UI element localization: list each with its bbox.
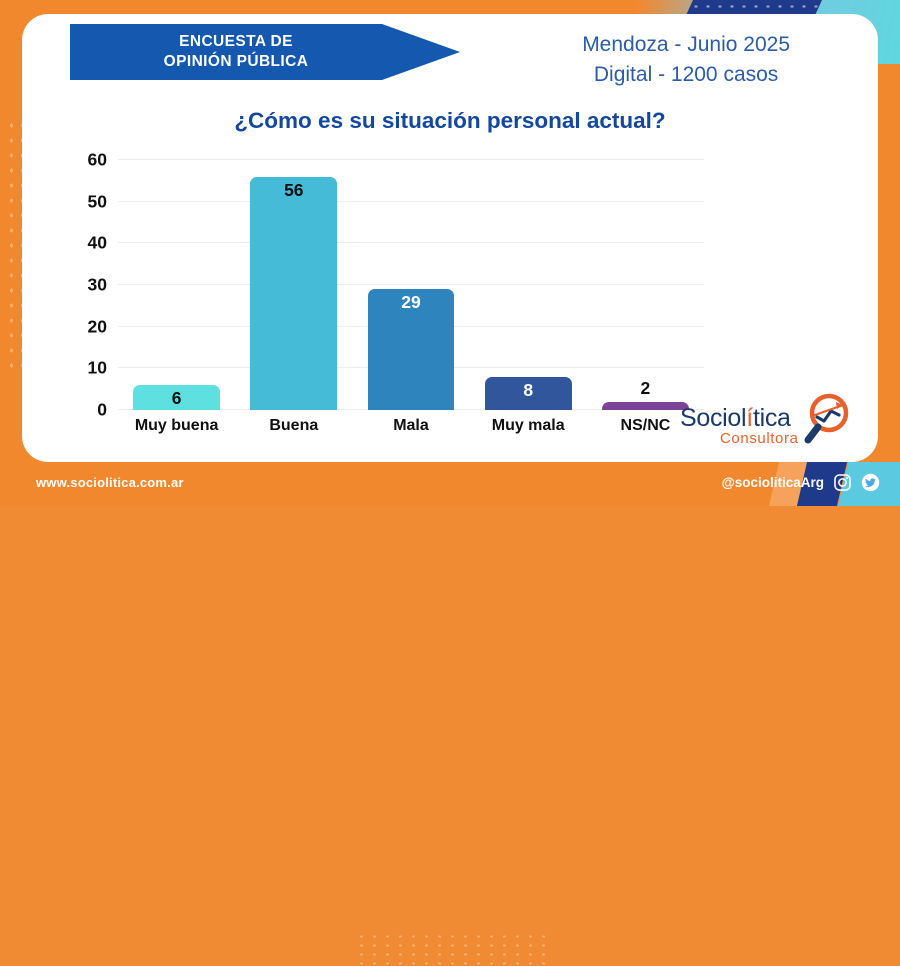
footer-bar: www.sociolitica.com.ar @socioliticaArg xyxy=(0,462,900,966)
logo-name-accent: í xyxy=(746,404,753,432)
bar-group: 29 Mala xyxy=(352,160,469,434)
x-axis-tick-label: Mala xyxy=(393,417,429,434)
bar-value-label: 29 xyxy=(401,292,421,313)
banner-line-2: OPINIÓN PÚBLICA xyxy=(163,53,309,70)
y-axis-tick-label: 60 xyxy=(87,149,107,170)
bar-series: 6 Muy buena 56 Buena 29 Mala 8 Muy mala 2 NS/NC xyxy=(118,160,704,434)
gridline xyxy=(118,200,704,202)
y-axis-tick-label: 10 xyxy=(87,357,107,378)
bar-group: 8 Muy mala xyxy=(470,160,587,434)
instagram-icon[interactable] xyxy=(833,473,852,492)
survey-location-date: Mendoza - Junio 2025 xyxy=(582,33,790,56)
y-axis-tick-label: 50 xyxy=(87,191,107,212)
magnifier-chart-icon xyxy=(804,393,849,444)
twitter-icon[interactable] xyxy=(861,473,880,492)
chart-title: ¿Cómo es su situación personal actual? xyxy=(234,108,666,133)
footer-social-group: @socioliticaArg xyxy=(722,473,880,492)
x-axis-tick-label: Buena xyxy=(269,417,319,434)
footer-website-url[interactable]: www.sociolitica.com.ar xyxy=(36,475,184,490)
bar[interactable]: 56 xyxy=(250,176,338,410)
y-axis-tick-label: 20 xyxy=(87,316,107,337)
bar-group: 56 Buena xyxy=(235,160,352,434)
bar[interactable]: 2 xyxy=(602,379,689,410)
logo-name-part1: Sociol xyxy=(680,404,747,432)
bar[interactable]: 29 xyxy=(367,289,455,410)
y-axis-tick-label: 0 xyxy=(97,399,107,420)
survey-meta: Mendoza - Junio 2025 Digital - 1200 caso… xyxy=(582,30,790,90)
dot-pattern-footer xyxy=(355,932,545,966)
x-axis-tick-label: NS/NC xyxy=(620,417,671,434)
bar-value-label: 8 xyxy=(523,379,534,400)
survey-method-sample: Digital - 1200 casos xyxy=(593,62,779,86)
bar[interactable]: 6 xyxy=(133,385,220,410)
y-axis-tick-label: 30 xyxy=(87,274,107,295)
company-logo: Sociolítica Consultora xyxy=(680,392,856,452)
logo-subtitle: Consultora xyxy=(720,430,799,447)
footer-social-handle: @socioliticaArg xyxy=(721,475,824,490)
logo-wordmark: Sociolítica xyxy=(680,404,791,433)
bar-value-label: 6 xyxy=(171,388,182,408)
bar-value-label: 2 xyxy=(640,377,651,398)
banner-line-1: ENCUESTA DE xyxy=(179,33,293,51)
bar-group: 6 Muy buena xyxy=(118,160,235,434)
bar-value-label: 56 xyxy=(284,179,304,200)
plot-area: 0 10 20 30 40 50 60 6 Muy buena 56 Buena 29 Mala 8 Mu… xyxy=(88,150,704,434)
gridline xyxy=(118,159,704,160)
survey-banner: ENCUESTA DE OPINIÓN PÚBLICA xyxy=(70,24,460,80)
bar-chart: 0 10 20 30 40 50 60 6 Muy buena 56 Buena 29 Mala 8 Mu… xyxy=(62,146,722,456)
gridline xyxy=(118,284,704,285)
content-card: ENCUESTA DE OPINIÓN PÚBLICA Mendoza - Ju… xyxy=(22,14,878,462)
y-axis-tick-label: 40 xyxy=(87,232,107,253)
x-axis-tick-label: Muy mala xyxy=(491,417,565,434)
gridline xyxy=(118,242,704,244)
bar-group: 2 NS/NC xyxy=(587,160,704,434)
bar[interactable]: 8 xyxy=(484,376,572,410)
x-axis-tick-label: Muy buena xyxy=(134,417,219,434)
logo-name-part2: tica xyxy=(752,404,791,432)
